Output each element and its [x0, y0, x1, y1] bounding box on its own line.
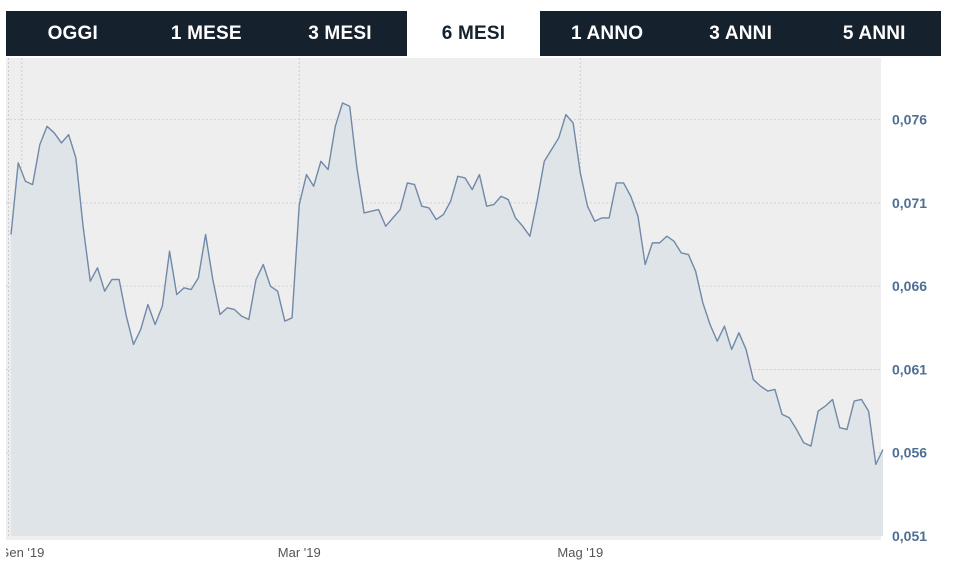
tab-1-anno[interactable]: 1 ANNO: [570, 22, 644, 44]
y-tick-label: 0,076: [892, 112, 927, 128]
tab-3-anni[interactable]: 3 ANNI: [709, 22, 773, 44]
y-tick-label: 0,051: [892, 528, 927, 544]
tab-3-mesi[interactable]: 3 MESI: [308, 22, 372, 44]
tab-1-mese[interactable]: 1 MESE: [170, 22, 242, 44]
chart-svg: 0,051 0,056 0,061 0,066 0,071 0,076 Gen '19 Mar…: [6, 58, 927, 560]
x-tick-label: Gen '19: [6, 545, 44, 560]
period-tab-bar: OGGI 1 MESE 3 MESI 6 MESI 1 ANNO 3 ANNI 5 ANNI: [6, 11, 941, 56]
y-tick-label: 0,061: [892, 361, 927, 377]
tab-6-mesi[interactable]: 6 MESI: [406, 11, 541, 56]
tab-5-anni[interactable]: 5 ANNI: [842, 22, 906, 44]
price-chart: 0,051 0,056 0,061 0,066 0,071 0,076 Gen '19 Mar…: [6, 58, 948, 580]
y-tick-label: 0,056: [892, 445, 927, 461]
y-tick-label: 0,071: [892, 195, 927, 211]
series-area: [11, 102, 883, 536]
x-tick-label: Mag '19: [557, 545, 603, 560]
series-line: [10, 102, 884, 466]
y-tick-label: 0,066: [892, 278, 927, 294]
tab-oggi[interactable]: OGGI: [47, 22, 98, 44]
x-tick-label: Mar '19: [278, 545, 321, 560]
